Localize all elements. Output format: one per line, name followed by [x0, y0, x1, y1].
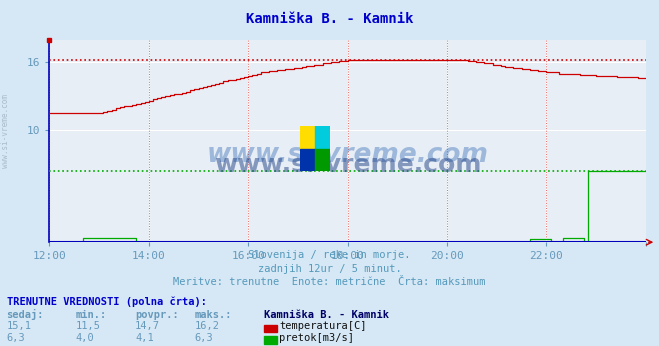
Text: Kamniška B. - Kamnik: Kamniška B. - Kamnik — [246, 12, 413, 26]
Text: Slovenija / reke in morje.: Slovenija / reke in morje. — [248, 250, 411, 260]
Bar — [300, 126, 315, 149]
Text: zadnjih 12ur / 5 minut.: zadnjih 12ur / 5 minut. — [258, 264, 401, 274]
Text: 6,3: 6,3 — [7, 333, 25, 343]
Text: Kamniška B. - Kamnik: Kamniška B. - Kamnik — [264, 310, 389, 320]
Text: www.si-vreme.com: www.si-vreme.com — [1, 94, 10, 169]
Text: www.si-vreme.com: www.si-vreme.com — [214, 153, 481, 177]
Text: 11,5: 11,5 — [76, 321, 101, 331]
Text: pretok[m3/s]: pretok[m3/s] — [279, 333, 355, 343]
Bar — [315, 126, 330, 149]
Bar — [300, 149, 315, 171]
Text: 16,2: 16,2 — [194, 321, 219, 331]
Text: TRENUTNE VREDNOSTI (polna črta):: TRENUTNE VREDNOSTI (polna črta): — [7, 297, 206, 307]
Text: 6,3: 6,3 — [194, 333, 213, 343]
Text: maks.:: maks.: — [194, 310, 232, 320]
Text: 4,1: 4,1 — [135, 333, 154, 343]
Text: 15,1: 15,1 — [7, 321, 32, 331]
Text: povpr.:: povpr.: — [135, 310, 179, 320]
Text: min.:: min.: — [76, 310, 107, 320]
Bar — [315, 149, 330, 171]
Text: Meritve: trenutne  Enote: metrične  Črta: maksimum: Meritve: trenutne Enote: metrične Črta: … — [173, 277, 486, 288]
Text: www.si-vreme.com: www.si-vreme.com — [207, 142, 488, 168]
Text: temperatura[C]: temperatura[C] — [279, 321, 367, 331]
Text: sedaj:: sedaj: — [7, 309, 44, 320]
Text: 4,0: 4,0 — [76, 333, 94, 343]
Text: 14,7: 14,7 — [135, 321, 160, 331]
